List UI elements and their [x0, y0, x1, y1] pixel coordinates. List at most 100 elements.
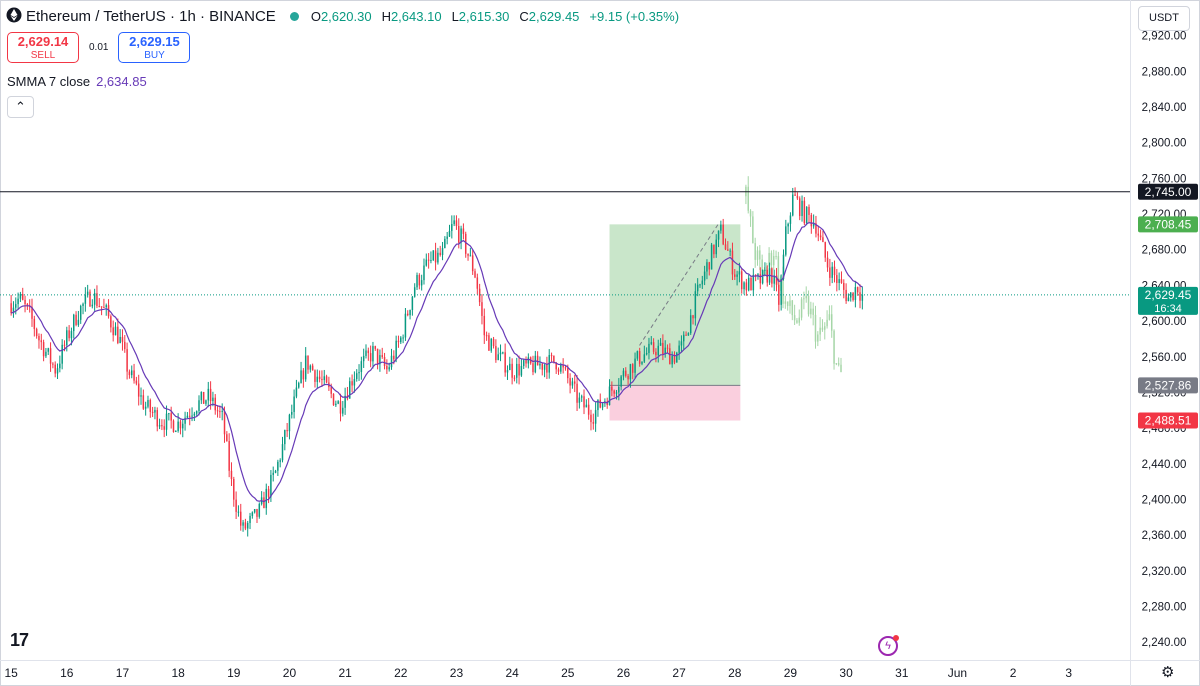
candle-body — [673, 355, 676, 363]
candle-body — [448, 230, 451, 237]
currency-button[interactable]: USDT — [1138, 6, 1190, 31]
ghost-body — [798, 317, 801, 323]
candle-body — [437, 252, 439, 263]
price-tick-label: 2,800.00 — [1142, 138, 1187, 150]
candle-body — [349, 381, 351, 399]
settings-icon[interactable]: ⚙ — [1161, 664, 1175, 681]
candle-body — [70, 331, 73, 339]
candle-body — [446, 236, 448, 239]
candle-body — [585, 404, 588, 408]
candle-body — [281, 444, 284, 461]
target-price-tag-bg — [1138, 216, 1198, 233]
candle-body — [191, 415, 193, 417]
ghost-body — [791, 300, 794, 316]
candle-body — [611, 386, 613, 391]
candle-body — [339, 401, 342, 414]
symbol-title[interactable]: Ethereum / TetherUS · 1h · BINANCE — [26, 8, 276, 25]
candle-body — [383, 357, 386, 366]
candle-body — [323, 376, 325, 381]
sell-button[interactable]: 2,629.14 SELL — [7, 32, 79, 63]
candle-body — [253, 509, 256, 513]
ghost-body — [812, 308, 814, 315]
candle-body — [367, 350, 370, 354]
candle-body — [314, 370, 316, 382]
candle-body — [395, 340, 397, 360]
candle-body — [351, 381, 353, 386]
candle-body — [291, 411, 293, 415]
candle-body — [353, 379, 356, 386]
ethereum-icon — [6, 7, 22, 26]
candle-body — [659, 342, 662, 346]
candle-body — [678, 345, 680, 353]
notification-dot — [893, 635, 899, 641]
ghost-body — [770, 252, 773, 266]
candle-body — [453, 220, 455, 225]
candle-body — [193, 413, 196, 416]
candle-body — [142, 395, 145, 409]
candle-body — [321, 378, 323, 381]
candle-body — [648, 343, 650, 353]
candle-body — [525, 360, 527, 364]
candle-body — [492, 338, 495, 347]
target-price-tag: 2,708.45 — [1145, 217, 1192, 231]
price-tick-label: 2,600.00 — [1142, 316, 1187, 328]
position-zones — [609, 224, 741, 421]
time-tick-label: 31 — [895, 666, 909, 680]
candle-body — [861, 294, 864, 301]
candle-body — [692, 315, 694, 319]
price-tick-label: 2,320.00 — [1142, 566, 1187, 578]
candle-body — [49, 348, 52, 364]
candle-body — [288, 414, 291, 432]
candle-body — [734, 274, 736, 277]
candle-body — [822, 237, 824, 243]
candle-body — [808, 206, 810, 215]
buy-button[interactable]: 2,629.15 BUY — [118, 32, 191, 63]
sell-label: SELL — [30, 50, 56, 61]
candle-body — [35, 329, 38, 337]
ohlc-open: O2,620.30 — [310, 9, 372, 24]
collapse-legend-button[interactable]: ⌃ — [7, 96, 34, 118]
candle-body — [520, 365, 523, 376]
candle-body — [184, 417, 186, 424]
candle-body — [256, 509, 258, 517]
candle-body — [293, 396, 295, 412]
ghost-body — [817, 334, 819, 342]
candle-body — [112, 327, 114, 336]
tradingview-logo[interactable]: 17 — [10, 630, 29, 650]
time-tick-label: 23 — [450, 666, 464, 680]
candle-body — [671, 355, 673, 365]
ghost-body — [754, 243, 756, 260]
candle-body — [516, 363, 518, 378]
candle-body — [789, 215, 792, 224]
candle-body — [413, 287, 416, 297]
alert-icon[interactable]: ϟ — [878, 635, 899, 656]
candle-body — [557, 369, 560, 372]
candle-body — [613, 390, 615, 394]
candle-body — [859, 292, 861, 301]
ghost-body — [821, 327, 824, 330]
candle-body — [26, 304, 29, 306]
candle-body — [824, 242, 826, 258]
candle-body — [810, 214, 813, 227]
candle-body — [676, 352, 678, 363]
candle-body — [202, 391, 205, 404]
ghost-body — [840, 364, 842, 373]
candle-body — [856, 287, 859, 293]
candle-body — [592, 422, 595, 424]
candle-body — [629, 364, 632, 380]
candle-body — [722, 224, 724, 245]
candle-body — [265, 488, 268, 509]
candle-body — [645, 352, 648, 355]
candle-body — [580, 396, 583, 398]
ghost-body — [826, 319, 828, 327]
candle-body — [555, 362, 557, 370]
candle-body — [819, 235, 822, 238]
candle-body — [745, 282, 748, 291]
candle-body — [38, 336, 40, 341]
indicator-legend[interactable]: SMMA 7 close 2,634.85 — [7, 74, 147, 89]
candle-body — [831, 266, 833, 278]
candle-body — [485, 335, 488, 337]
indicator-value: 2,634.85 — [96, 74, 147, 89]
time-tick-label: 18 — [171, 666, 185, 680]
